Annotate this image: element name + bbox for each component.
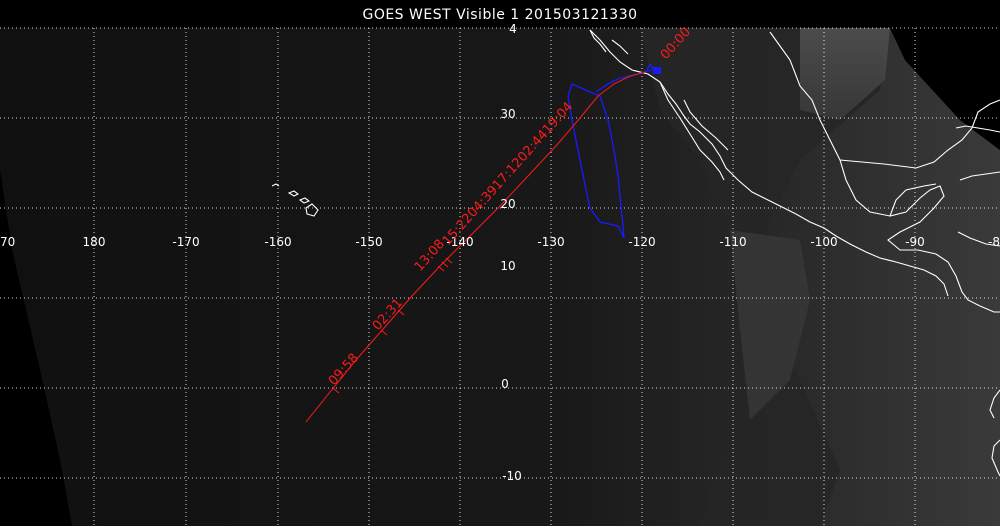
lon-label: 180 [83,235,106,249]
coastlines [271,29,1000,477]
lat-label-top: 4 [509,22,517,36]
coastline-caribbean [957,171,1000,247]
earth-disk [0,28,1000,526]
lon-label: -120 [628,235,655,249]
image-title: GOES WEST Visible 1 201503121330 [362,7,637,23]
coastline-cuba [955,125,1000,133]
trajectory-line [305,71,647,423]
coastline-gulf-mexico [769,31,1000,313]
lon-label: -110 [719,235,746,249]
lon-label: 70 [0,235,15,249]
lon-label: -160 [264,235,291,249]
lon-label: -170 [172,235,199,249]
lat-lon-grid [0,27,1000,526]
longitude-labels: 70 180 -170 -160 -150 -140 -130 -120 -11… [0,235,1000,249]
lon-label: -150 [355,235,382,249]
lon-label: -140 [446,235,473,249]
launch-site-marker [653,67,661,74]
coastline-baja [659,81,729,181]
coastline-yucatan [889,183,937,217]
coastline-west-mexico [589,29,949,297]
lat-label: 30 [500,107,515,121]
coastline-south-america [989,389,1000,477]
lat-label: 0 [501,377,509,391]
launch-site-marker-flag [645,62,655,73]
lon-label: -8 [988,235,1000,249]
lon-label: -90 [905,235,925,249]
coastline-california [589,29,629,55]
lat-label: 20 [500,197,515,211]
lon-label: -130 [537,235,564,249]
hawaii-islands [271,183,319,217]
coastline-gulf-north [839,99,1000,169]
latitude-labels: 4 30 20 10 0 -10 [500,22,521,483]
lat-label: -10 [502,469,522,483]
flight-loop-path [567,83,625,239]
lat-label: 10 [500,259,515,273]
lon-label: -100 [810,235,837,249]
trajectory-ticks [332,257,453,394]
